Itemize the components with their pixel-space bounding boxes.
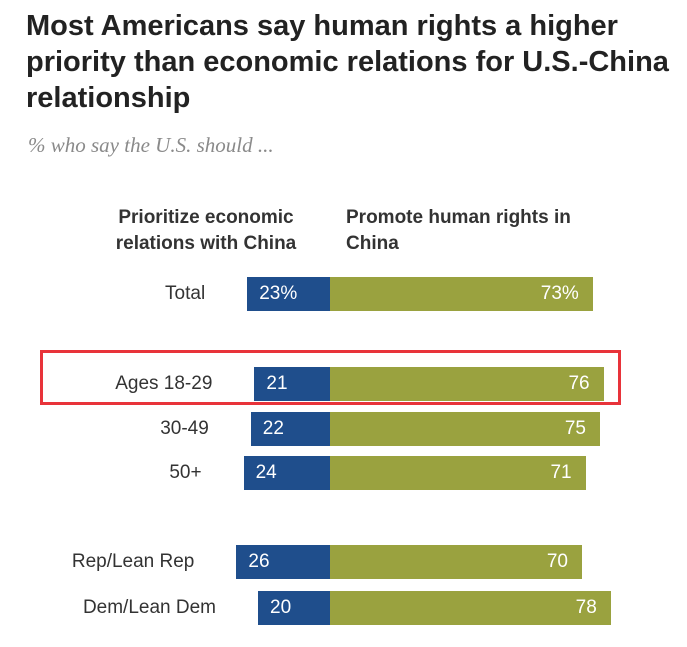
bar-prioritize-economic <box>258 591 330 625</box>
value-label-human-rights: 71 <box>550 462 572 483</box>
value-label-human-rights: 76 <box>568 373 590 394</box>
row-label: 50+ <box>169 462 202 483</box>
highlight-box <box>40 350 621 405</box>
legend-prioritize-economic: Prioritize economic relations with China <box>115 207 297 254</box>
chart-subtitle: % who say the U.S. should ... <box>28 133 274 157</box>
value-label-economic: 22 <box>262 418 284 439</box>
bar-promote-human-rights <box>330 367 604 401</box>
bar-promote-human-rights <box>330 412 600 446</box>
chart-title: Most Americans say human rights a higher… <box>26 10 669 114</box>
bar-prioritize-economic <box>247 277 330 311</box>
bar-prioritize-economic <box>236 545 330 579</box>
bar-prioritize-economic <box>250 412 330 446</box>
bar-prioritize-economic <box>254 367 330 401</box>
bar-promote-human-rights <box>330 277 593 311</box>
row-label: 30-49 <box>160 418 209 439</box>
legend-promote-human-rights: Promote human rights in China <box>346 207 571 254</box>
value-label-human-rights: 70 <box>546 551 568 572</box>
bar-promote-human-rights <box>330 591 611 625</box>
value-label-human-rights: 78 <box>575 597 597 618</box>
row-label: Rep/Lean Rep <box>71 551 195 572</box>
value-label-human-rights: 73% <box>540 283 579 304</box>
value-label-economic: 24 <box>255 462 277 483</box>
bar-prioritize-economic <box>243 456 330 490</box>
row-label: Dem/Lean Dem <box>82 597 216 618</box>
value-label-economic: 23% <box>259 283 298 304</box>
bar-promote-human-rights <box>330 545 582 579</box>
value-label-economic: 21 <box>266 373 288 394</box>
row-label: Ages 18-29 <box>115 373 213 394</box>
value-label-economic: 20 <box>270 597 292 618</box>
bar-promote-human-rights <box>330 456 586 490</box>
value-label-human-rights: 75 <box>564 418 586 439</box>
row-label: Total <box>165 283 206 304</box>
value-label-economic: 26 <box>248 551 270 572</box>
